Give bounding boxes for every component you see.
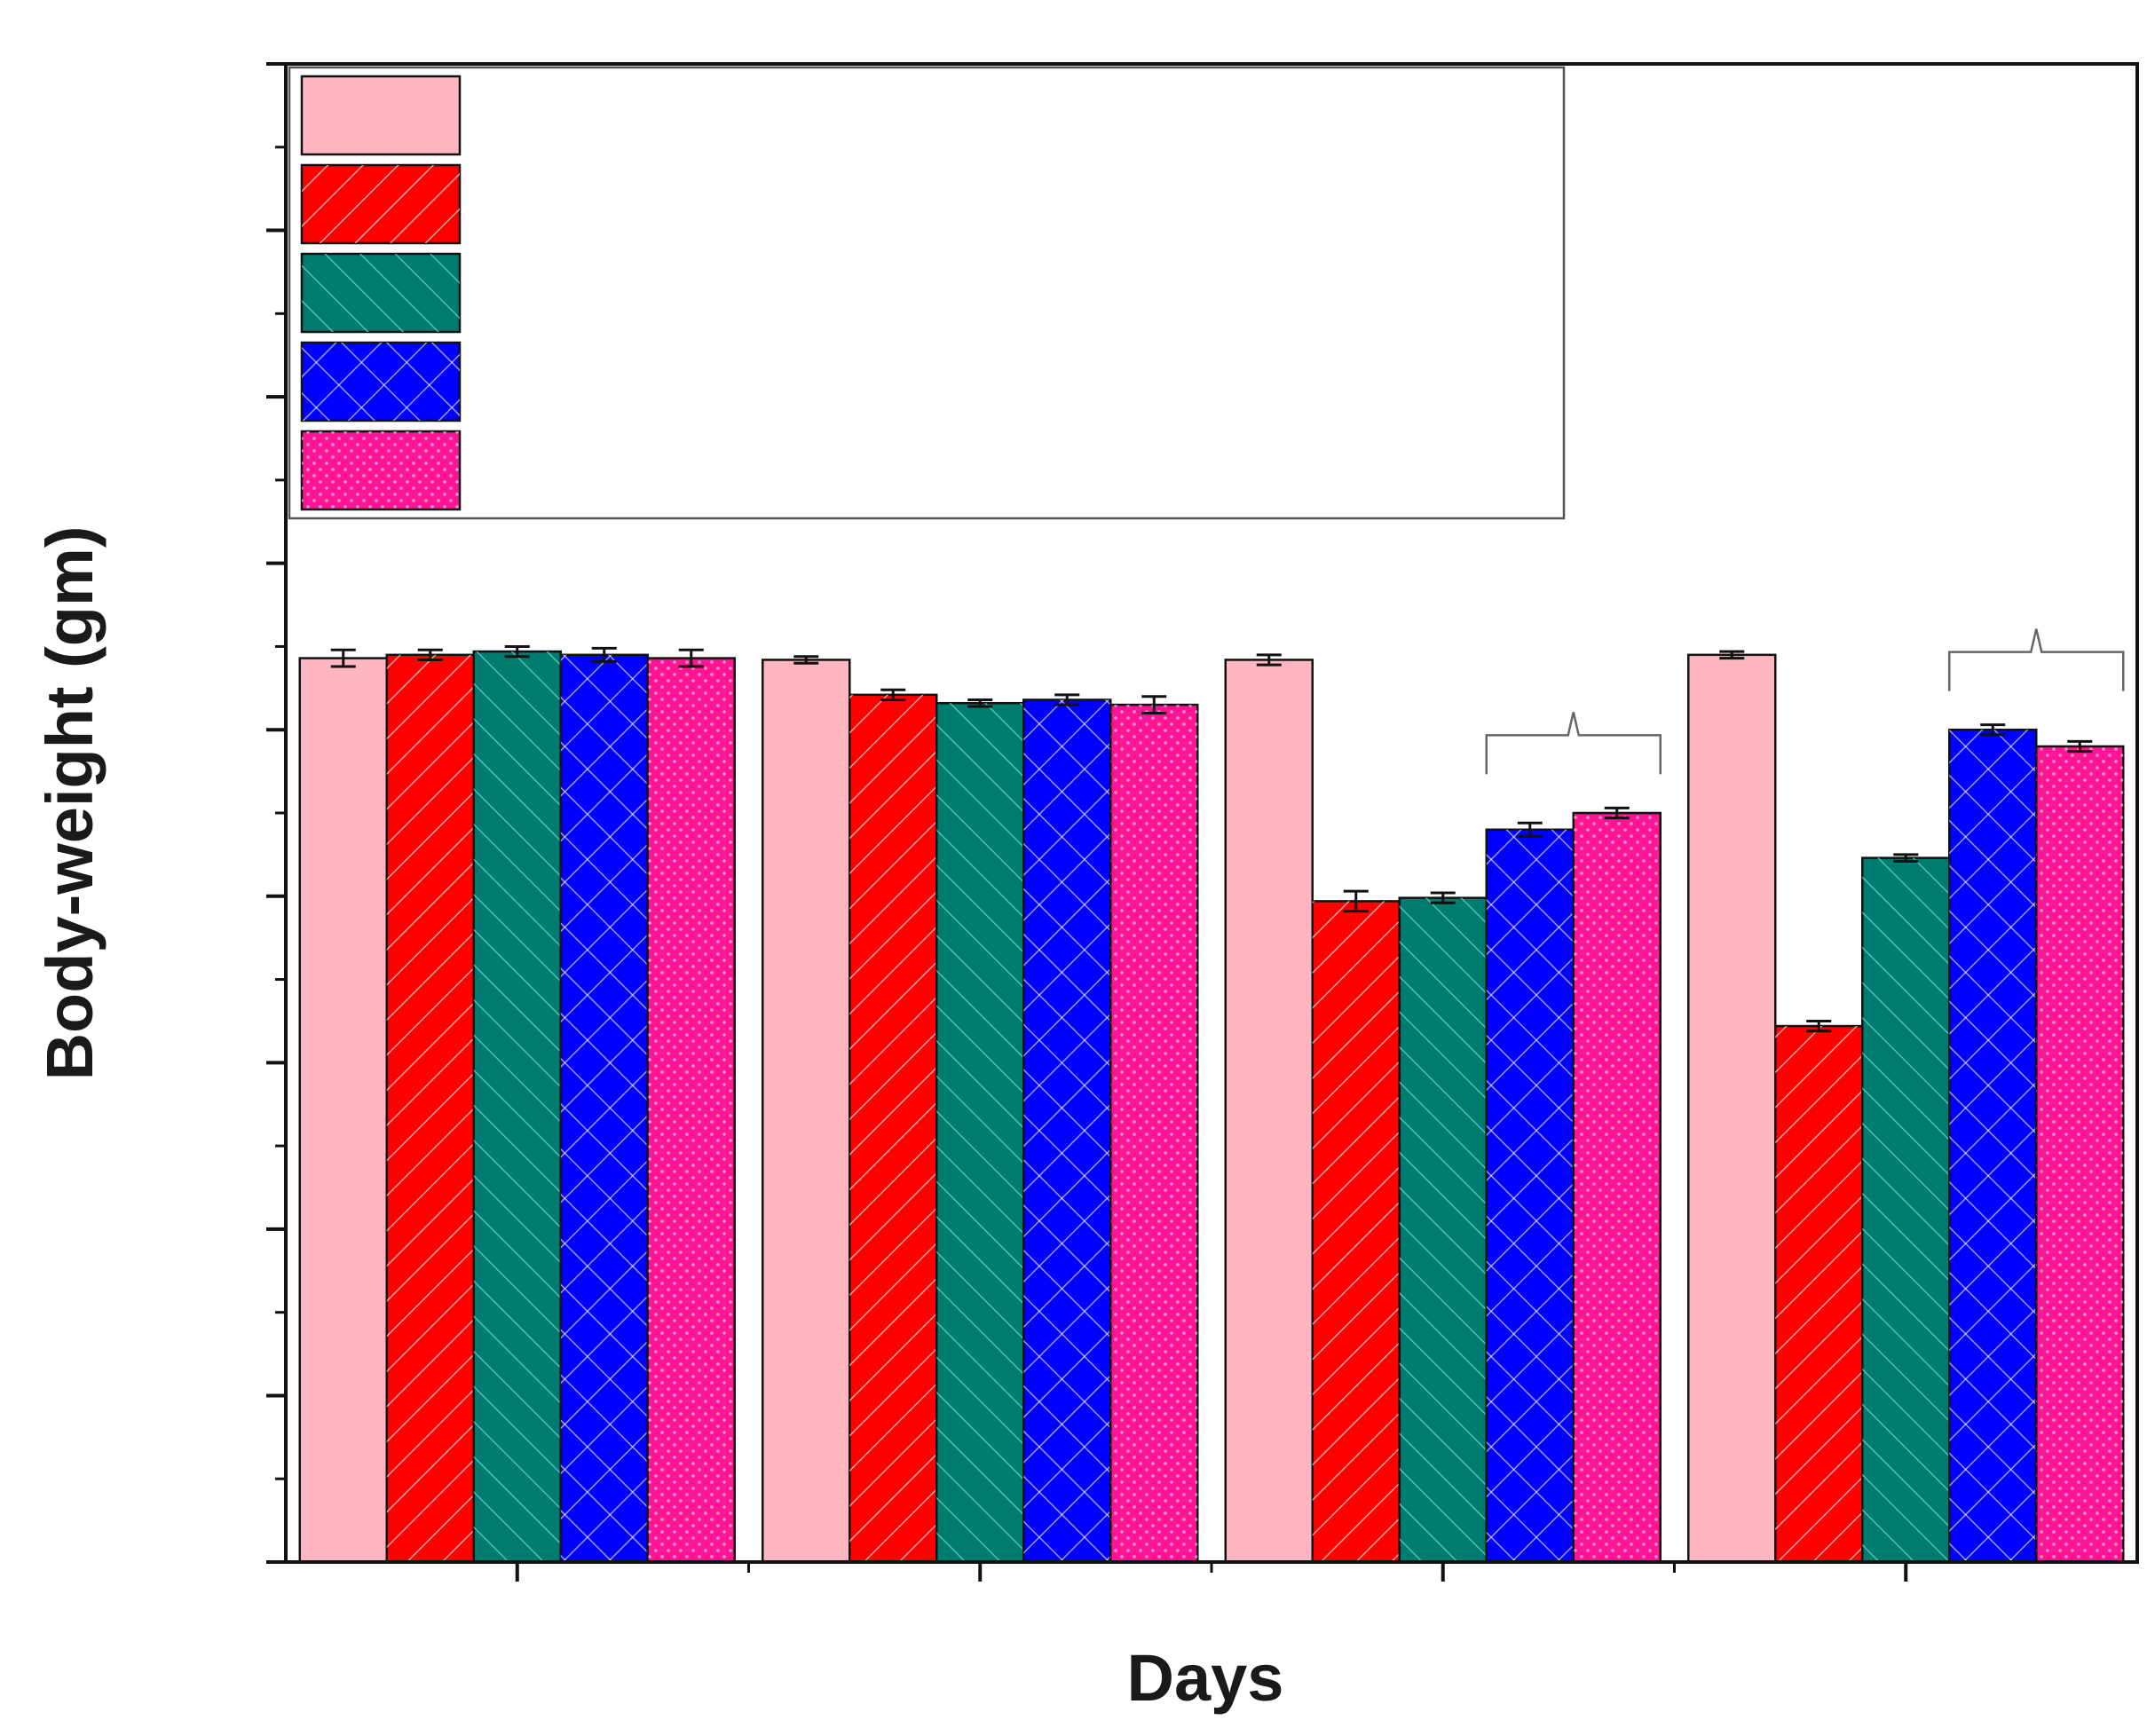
bars-layer xyxy=(298,650,2125,1564)
x-axis-title: Days xyxy=(1127,1641,1284,1715)
significance-bracket-day75 xyxy=(1485,712,1662,775)
bar-day0-gabapentin-30-mg-kg-pattern xyxy=(647,658,735,1562)
bar-day90-br-20mg-kg-toc-1000mg-kg-pattern xyxy=(1862,857,1950,1562)
bar-day60-br-20mg-kg-toc-1000mg-kg-pattern xyxy=(936,703,1024,1562)
bar-day0-br-20mg-kg-toc-1000mg-kg-pattern xyxy=(473,651,561,1563)
bar-day90-normal xyxy=(1687,653,1777,1564)
axes-layer xyxy=(266,62,2139,1582)
bar-day0-diabetic-control-pattern xyxy=(386,654,474,1562)
bar-day75-normal xyxy=(1224,659,1314,1564)
bar-day75-br-20mg-kg-toc-1000mg-kg-pattern xyxy=(1399,897,1487,1562)
bar-day90-diabetic-control-pattern xyxy=(1775,1026,1863,1562)
bar-day90-gabapentin-30-mg-kg-pattern xyxy=(2036,746,2124,1562)
error-bars-layer xyxy=(330,644,2093,1033)
bar-day60-br-40mg-kg-toc-1000mg-kg-pattern xyxy=(1023,699,1111,1562)
legend-swatch-pattern xyxy=(302,165,460,243)
bar-day75-br-40mg-kg-toc-1000mg-kg-pattern xyxy=(1486,829,1574,1562)
annotations-layer xyxy=(1485,628,2125,775)
y-axis-title: Body-weight (gm) xyxy=(33,526,107,1081)
bar-day75-diabetic-control-pattern xyxy=(1312,901,1400,1562)
bar-day60-normal xyxy=(762,659,851,1564)
bar-day60-gabapentin-30-mg-kg-pattern xyxy=(1110,705,1198,1562)
bar-day0-br-40mg-kg-toc-1000mg-kg-pattern xyxy=(560,654,648,1562)
legend-swatch-pattern xyxy=(302,254,460,332)
bar-day60-diabetic-control-pattern xyxy=(849,694,937,1562)
significance-bracket-day90 xyxy=(1948,628,2125,691)
legend-swatch-pattern xyxy=(302,431,460,509)
bar-day0-normal xyxy=(298,657,388,1564)
legend-box xyxy=(288,66,1566,520)
bar-day75-gabapentin-30-mg-kg-pattern xyxy=(1573,813,1661,1562)
legend-swatch-pattern xyxy=(302,343,460,421)
legend-swatch-normal xyxy=(300,75,462,156)
legend xyxy=(288,66,1566,520)
bar-day90-br-40mg-kg-toc-1000mg-kg-pattern xyxy=(1949,730,2037,1562)
